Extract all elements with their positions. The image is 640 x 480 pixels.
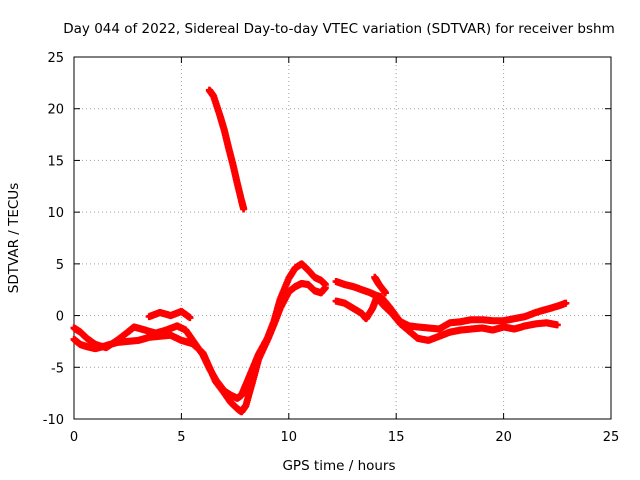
x-tick-label: 15: [388, 430, 405, 445]
x-tick-label: 10: [281, 430, 298, 445]
y-tick-label: -10: [43, 413, 64, 428]
x-tick-labels: 0 5 10 15 20 25: [70, 430, 619, 445]
x-tick-label: 5: [177, 430, 185, 445]
grid-lines: [74, 57, 611, 419]
series-track-6: [332, 293, 561, 344]
plot-frame: [73, 56, 612, 420]
x-tick-label: 0: [70, 430, 78, 445]
series-track-3: [145, 307, 194, 322]
series-line: [372, 275, 388, 295]
y-tick-label: 25: [47, 51, 64, 66]
y-tick-label: -5: [51, 361, 64, 376]
y-tick-label: 10: [47, 206, 64, 221]
y-tick-label: 15: [47, 154, 64, 169]
x-axis-label: GPS time / hours: [282, 458, 395, 474]
data-points: [70, 260, 329, 402]
series-line: [334, 279, 568, 332]
y-tick-label: 0: [56, 310, 64, 325]
y-tick-label: 20: [47, 103, 64, 118]
series-track-7: [371, 273, 389, 297]
series-line: [72, 261, 328, 401]
y-tick-label: 5: [56, 258, 64, 273]
x-tick-label: 25: [603, 430, 620, 445]
series-line: [334, 294, 560, 343]
series-line: [147, 309, 192, 320]
series-track-2: [70, 260, 329, 402]
x-tick-label: 20: [495, 430, 512, 445]
data-series: [70, 86, 570, 416]
axes: [73, 56, 612, 420]
chart-title: Day 044 of 2022, Sidereal Day-to-day VTE…: [63, 21, 614, 37]
series-track-4: [205, 86, 248, 213]
y-axis-label: SDTVAR / TECUs: [6, 183, 22, 293]
y-tick-labels: -10 -5 0 5 10 15 20 25: [43, 51, 64, 428]
series-line: [207, 88, 246, 212]
